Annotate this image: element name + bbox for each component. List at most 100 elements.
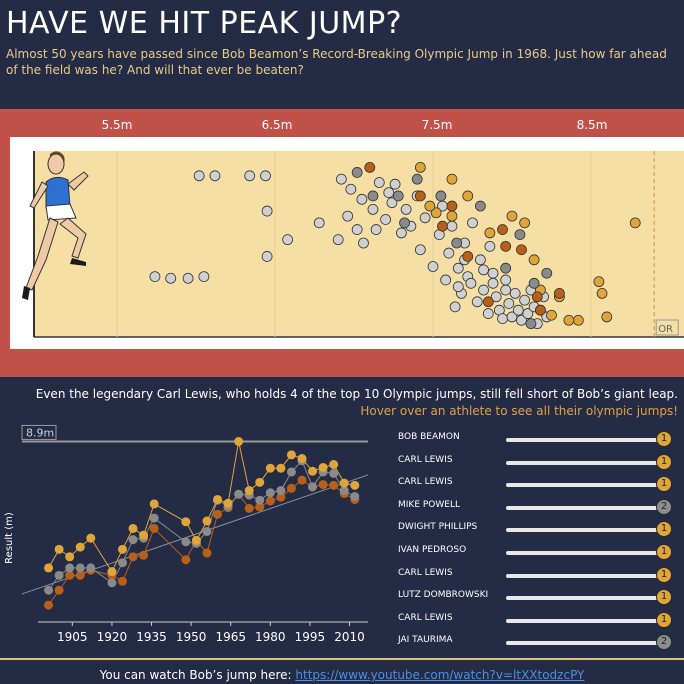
- jump-point-bronze[interactable]: [437, 220, 448, 232]
- series-point-bronze[interactable]: [244, 503, 254, 513]
- jump-point-other[interactable]: [512, 304, 524, 316]
- jump-point-other[interactable]: [503, 298, 515, 309]
- jump-point-gold[interactable]: [629, 217, 641, 229]
- jump-point-other[interactable]: [446, 220, 458, 232]
- jump-point-other[interactable]: [400, 204, 412, 215]
- jump-point-other[interactable]: [261, 251, 273, 262]
- jump-point-other[interactable]: [440, 274, 452, 286]
- series-point-bronze[interactable]: [65, 570, 75, 580]
- jump-point-other[interactable]: [516, 314, 527, 326]
- jump-point-bronze[interactable]: [462, 251, 474, 262]
- series-point-silver[interactable]: [128, 535, 138, 545]
- series-point-gold[interactable]: [117, 544, 127, 554]
- series-point-gold[interactable]: [255, 477, 265, 487]
- series-point-silver[interactable]: [308, 482, 318, 492]
- jump-point-other[interactable]: [367, 204, 379, 215]
- series-point-bronze[interactable]: [213, 509, 223, 519]
- jump-point-gold[interactable]: [446, 173, 458, 185]
- jump-point-other[interactable]: [414, 244, 426, 256]
- series-point-bronze[interactable]: [149, 523, 159, 533]
- jump-point-other[interactable]: [373, 177, 385, 188]
- jump-point-other[interactable]: [335, 173, 347, 185]
- series-point-gold[interactable]: [213, 494, 223, 504]
- jump-point-other[interactable]: [182, 272, 194, 284]
- jump-point-silver[interactable]: [367, 190, 379, 202]
- jump-point-other[interactable]: [465, 277, 477, 289]
- series-point-gold[interactable]: [86, 533, 96, 543]
- series-point-gold[interactable]: [181, 517, 191, 527]
- jump-point-gold[interactable]: [462, 190, 474, 202]
- jump-point-other[interactable]: [395, 227, 407, 239]
- jump-point-other[interactable]: [149, 271, 161, 283]
- series-point-silver[interactable]: [44, 585, 54, 595]
- series-point-bronze[interactable]: [202, 548, 212, 558]
- series-point-gold[interactable]: [265, 463, 275, 473]
- jump-point-gold[interactable]: [519, 217, 531, 229]
- series-point-silver[interactable]: [54, 570, 64, 580]
- jump-point-other[interactable]: [478, 284, 489, 296]
- jump-point-other[interactable]: [490, 291, 502, 303]
- jump-point-other[interactable]: [198, 271, 210, 283]
- ranking-row[interactable]: DWIGHT PHILLIPS 1: [398, 518, 680, 541]
- series-point-gold[interactable]: [329, 460, 339, 470]
- jump-point-silver[interactable]: [399, 217, 410, 229]
- series-point-gold[interactable]: [318, 462, 328, 472]
- jump-point-other[interactable]: [487, 277, 499, 289]
- jump-point-other[interactable]: [345, 183, 357, 195]
- jump-point-other[interactable]: [370, 224, 382, 235]
- jump-point-other[interactable]: [471, 296, 483, 308]
- jump-point-bronze[interactable]: [535, 304, 546, 316]
- jump-point-other[interactable]: [443, 247, 455, 259]
- series-point-silver[interactable]: [181, 537, 191, 547]
- video-link[interactable]: https://www.youtube.com/watch?v=ltXXtodz…: [295, 668, 585, 682]
- jump-point-other[interactable]: [497, 313, 508, 325]
- ranking-row[interactable]: CARL LEWIS 1: [398, 473, 680, 496]
- series-point-gold[interactable]: [308, 466, 318, 476]
- ranking-row[interactable]: CARL LEWIS 1: [398, 451, 680, 474]
- jump-point-silver[interactable]: [528, 277, 540, 289]
- jump-point-bronze[interactable]: [500, 240, 512, 252]
- jump-point-other[interactable]: [519, 294, 531, 306]
- jump-point-silver[interactable]: [351, 167, 363, 178]
- jump-point-other[interactable]: [165, 272, 177, 284]
- series-point-silver[interactable]: [255, 495, 265, 505]
- series-point-gold[interactable]: [107, 567, 117, 577]
- ranking-row[interactable]: MIKE POWELL 2: [398, 496, 680, 519]
- series-point-bronze[interactable]: [128, 552, 138, 562]
- jump-point-gold[interactable]: [446, 210, 458, 222]
- jump-point-gold[interactable]: [414, 161, 426, 173]
- jump-point-bronze[interactable]: [531, 291, 543, 303]
- jump-point-other[interactable]: [244, 170, 256, 182]
- ranking-row[interactable]: IVAN PEDROSO 1: [398, 541, 680, 564]
- series-point-silver[interactable]: [75, 563, 85, 573]
- jump-point-other[interactable]: [522, 308, 534, 319]
- jump-point-gold[interactable]: [563, 314, 575, 326]
- jump-point-silver[interactable]: [451, 237, 463, 249]
- series-point-silver[interactable]: [339, 486, 349, 496]
- series-point-bronze[interactable]: [297, 475, 307, 485]
- jump-point-other[interactable]: [313, 217, 325, 229]
- jump-point-other[interactable]: [452, 262, 464, 274]
- jump-point-other[interactable]: [427, 261, 439, 272]
- series-point-silver[interactable]: [117, 558, 127, 568]
- series-point-silver[interactable]: [149, 513, 159, 523]
- jump-point-bronze[interactable]: [414, 190, 426, 202]
- series-point-bronze[interactable]: [181, 555, 191, 565]
- series-point-gold[interactable]: [149, 499, 159, 509]
- jump-point-gold[interactable]: [430, 207, 442, 219]
- jump-point-other[interactable]: [261, 205, 273, 217]
- jump-point-other[interactable]: [419, 212, 431, 224]
- series-point-bronze[interactable]: [286, 483, 296, 493]
- jump-point-other[interactable]: [342, 210, 354, 222]
- series-point-bronze[interactable]: [117, 576, 127, 586]
- series-point-gold[interactable]: [139, 530, 149, 540]
- series-point-gold[interactable]: [202, 516, 212, 526]
- ranking-row[interactable]: BOB BEAMON 1: [398, 428, 680, 451]
- results-line-chart[interactable]: Result (m) 8.9m 1905 1920 1935 1950 1965 1980…: [0, 420, 390, 652]
- series-point-gold[interactable]: [339, 478, 349, 488]
- jump-point-other[interactable]: [332, 234, 344, 246]
- series-point-silver[interactable]: [65, 563, 75, 573]
- series-point-gold[interactable]: [244, 486, 254, 496]
- jump-point-bronze[interactable]: [446, 200, 458, 212]
- jump-scatter-chart[interactable]: OR: [10, 137, 684, 349]
